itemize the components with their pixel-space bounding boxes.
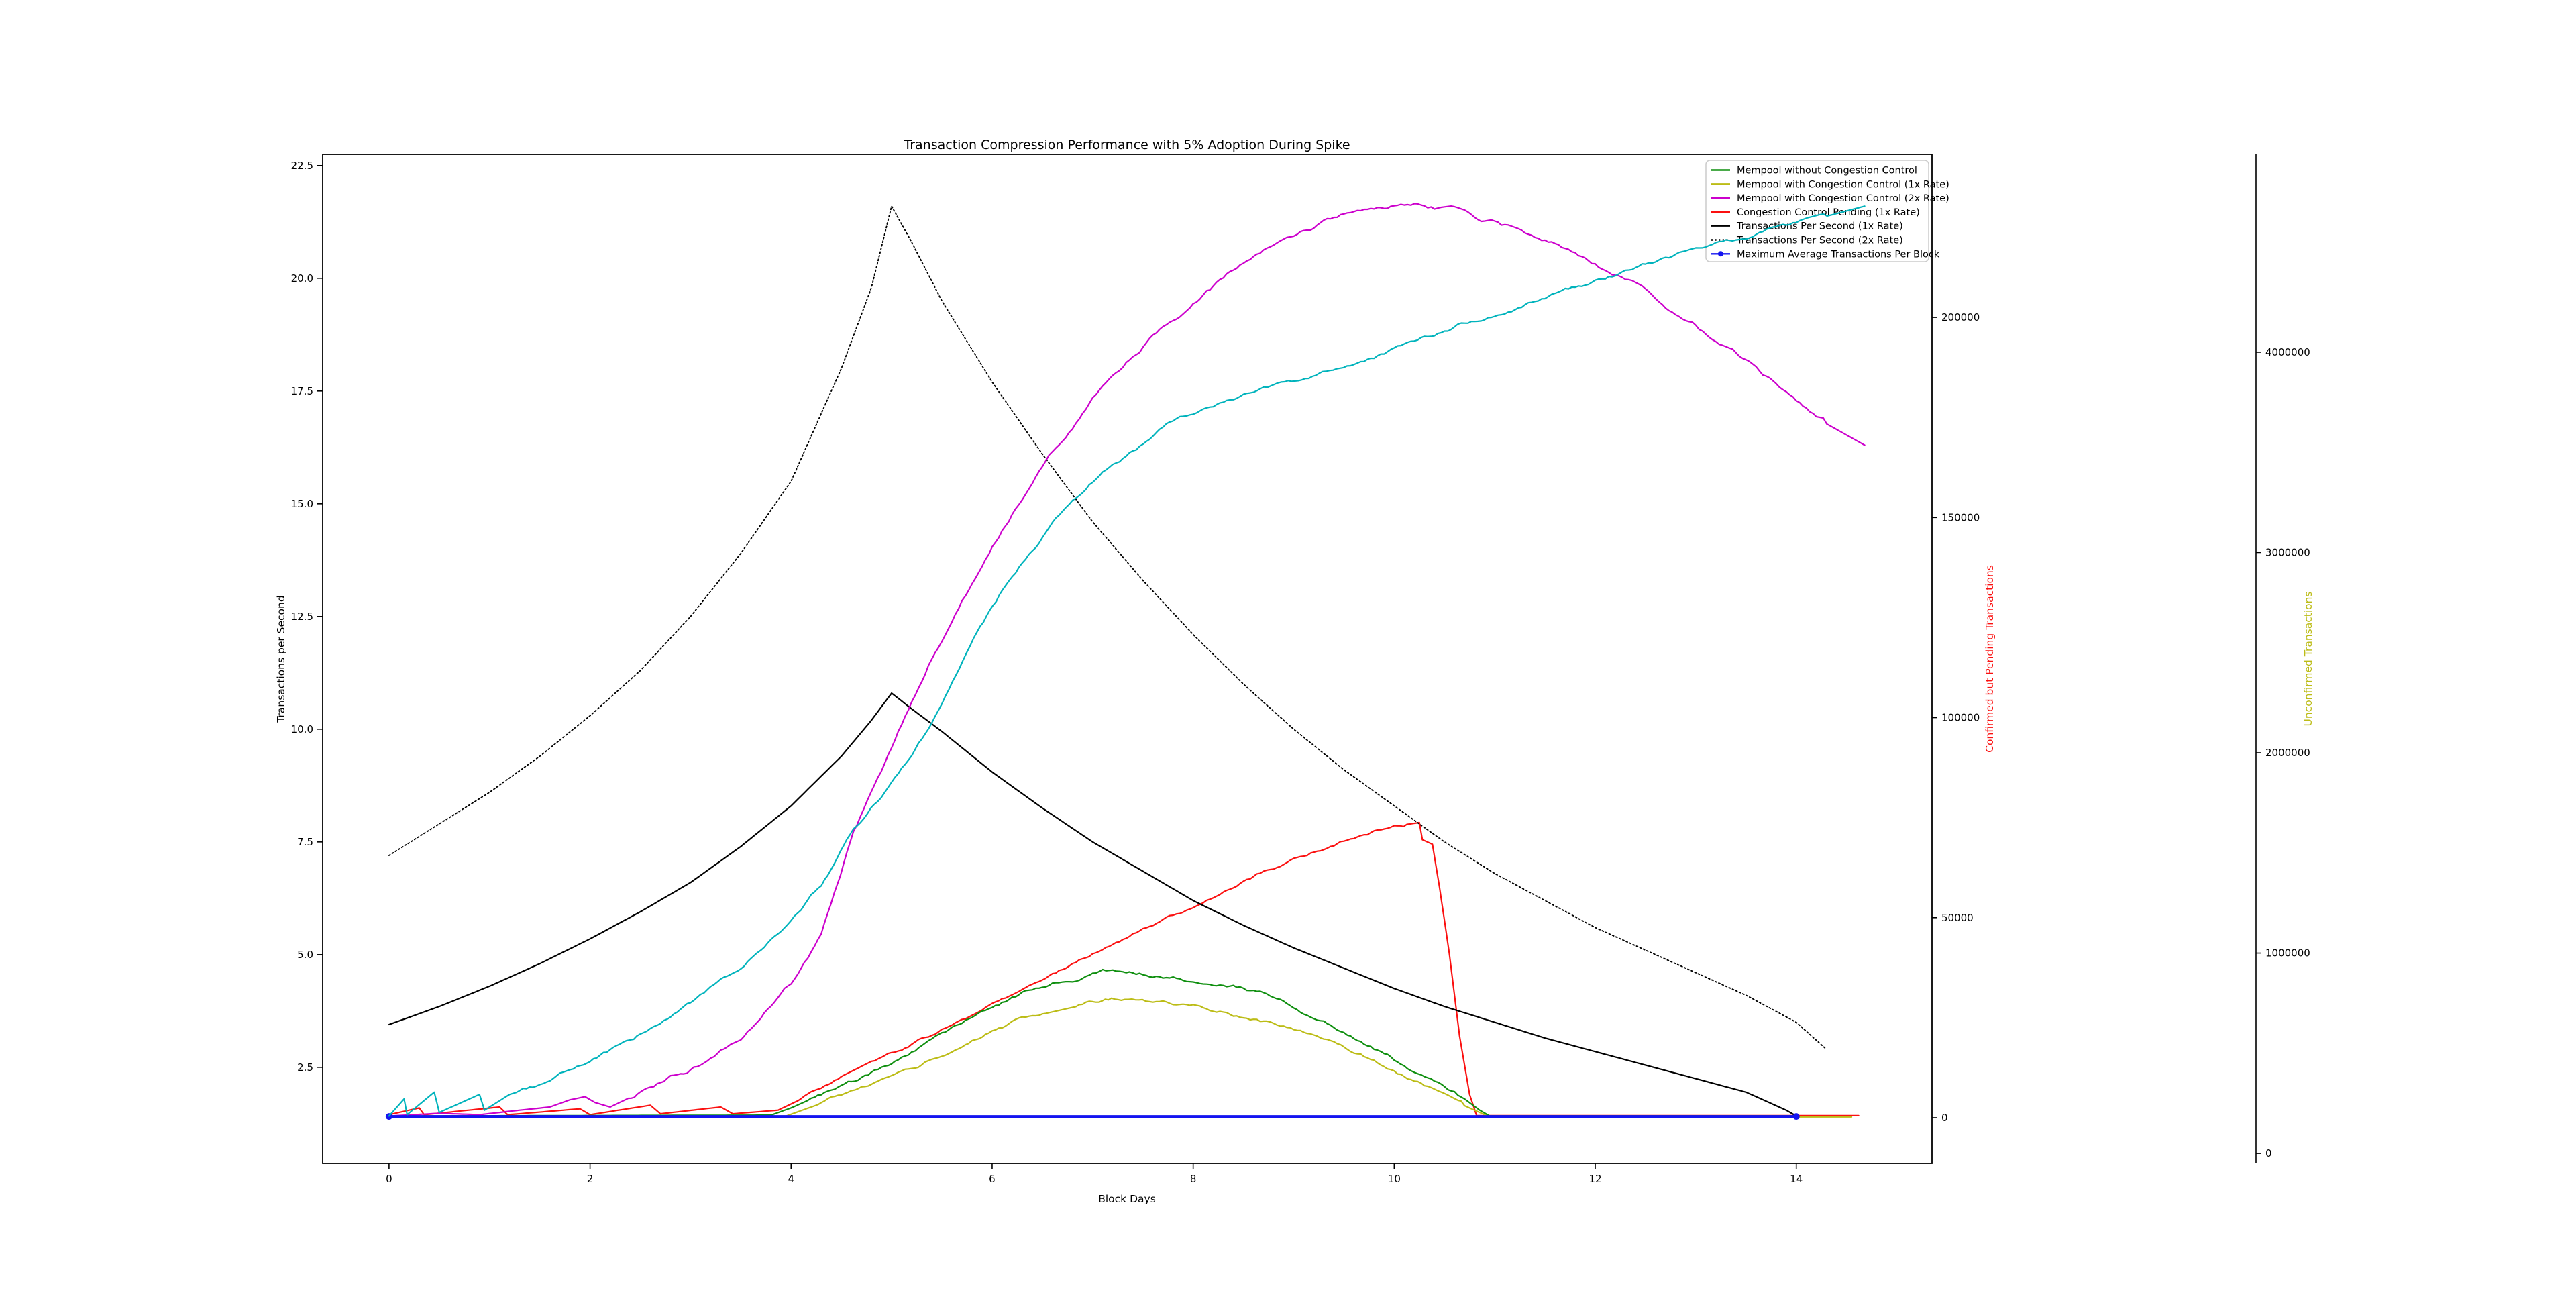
- x-tick-label: 0: [386, 1173, 392, 1185]
- x-tick-label: 8: [1190, 1173, 1197, 1185]
- y-unconfirmed-tick-label: 2000000: [2265, 747, 2310, 759]
- legend-label: Transactions Per Second (2x Rate): [1736, 236, 1903, 246]
- legend-item-max_avg_per_block: Maximum Average Transactions Per Block: [1711, 249, 1940, 260]
- y-pending-tick-label: 50000: [1941, 912, 1974, 924]
- legend-label: Transactions Per Second (1x Rate): [1736, 221, 1903, 232]
- y-left-tick-label: 22.5: [291, 160, 313, 172]
- axes-layer: 0 2 4 6 8 10 12 14 2.5 5.0 7.5 10.0 12.5 15.0 17.5 20.0…: [291, 154, 2310, 1185]
- legend-item-tps_1x: Transactions Per Second (1x Rate): [1711, 221, 1903, 232]
- legend-label: Mempool without Congestion Control: [1737, 166, 1917, 176]
- legend-item-cc_pending_1x: Congestion Control Pending (1x Rate): [1711, 207, 1920, 218]
- y-left-tick-label: 15.0: [291, 498, 313, 510]
- x-tick-label: 2: [587, 1173, 594, 1185]
- y-unconfirmed-tick-label: 4000000: [2265, 346, 2310, 358]
- y-left-tick-label: 17.5: [291, 385, 313, 397]
- y-left-tick-label: 20.0: [291, 272, 313, 284]
- y-pending-tick-label: 200000: [1941, 311, 1980, 323]
- legend-label: Mempool with Congestion Control (2x Rate…: [1737, 193, 1949, 204]
- y-pending-tick-label: 0: [1941, 1112, 1948, 1124]
- legend-item-tps_2x: Transactions Per Second (2x Rate): [1711, 236, 1903, 246]
- series-marker-max_avg_per_block: [1792, 1113, 1800, 1120]
- y-pending-tick-label: 150000: [1941, 511, 1980, 523]
- legend: Mempool without Congestion Control Mempoo…: [1705, 160, 1949, 262]
- legend-box: [1705, 160, 1929, 262]
- series-line-tps_2x: [388, 205, 1827, 1050]
- legend-swatch-marker: [1718, 251, 1723, 257]
- y-axis-label-left: Transactions per Second: [275, 595, 287, 723]
- legend-item-mempool_cc_2x: Mempool with Congestion Control (2x Rate…: [1711, 193, 1949, 204]
- y-left-tick-label: 10.0: [291, 723, 313, 735]
- y-left-tick-label: 7.5: [297, 836, 313, 848]
- y-left-tick-label: 2.5: [297, 1061, 313, 1074]
- series-tps_2x: [388, 205, 1827, 1050]
- x-tick-label: 14: [1790, 1173, 1803, 1185]
- y-axis-label-unconfirmed: Unconfirmed Transactions: [2302, 591, 2314, 726]
- legend-label: Congestion Control Pending (1x Rate): [1737, 207, 1920, 218]
- overlay-series-layer: [388, 205, 1866, 1117]
- x-tick-label: 6: [989, 1173, 996, 1185]
- chart-title: Transaction Compression Performance with…: [903, 138, 1350, 152]
- y-axis-label-pending: Confirmed but Pending Transactions: [1984, 565, 1996, 753]
- y-pending-tick-label: 100000: [1941, 712, 1980, 724]
- x-axis-label: Block Days: [1098, 1193, 1156, 1205]
- series-tps_1x: [388, 692, 1797, 1117]
- y-left-tick-label: 12.5: [291, 611, 313, 623]
- y-left-tick-label: 5.0: [297, 949, 313, 961]
- legend-item-mempool_cc_1x: Mempool with Congestion Control (1x Rate…: [1711, 179, 1949, 190]
- series-unconfirmed_cyan: [388, 205, 1866, 1117]
- y-unconfirmed-tick-label: 0: [2265, 1147, 2272, 1159]
- y-unconfirmed-tick-label: 3000000: [2265, 546, 2310, 558]
- legend-item-mempool_no_cc: Mempool without Congestion Control: [1711, 166, 1917, 176]
- x-tick-label: 10: [1388, 1173, 1401, 1185]
- legend-label: Mempool with Congestion Control (1x Rate…: [1737, 179, 1949, 190]
- x-tick-label: 4: [788, 1173, 794, 1185]
- plot-border: [322, 154, 1933, 1164]
- series-line-tps_1x: [388, 692, 1797, 1117]
- series-line-unconfirmed_cyan: [388, 205, 1866, 1117]
- x-tick-label: 12: [1589, 1173, 1601, 1185]
- y-unconfirmed-tick-label: 1000000: [2265, 947, 2310, 959]
- legend-label: Maximum Average Transactions Per Block: [1737, 249, 1940, 260]
